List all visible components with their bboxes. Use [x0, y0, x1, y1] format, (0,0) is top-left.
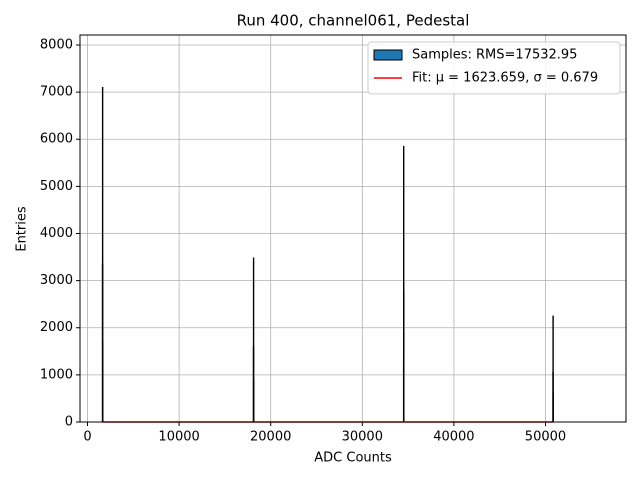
histogram-bar — [252, 379, 255, 423]
y-axis-label: Entries — [15, 206, 30, 252]
x-tick-label: 20000 — [250, 430, 291, 445]
legend-box — [367, 41, 621, 95]
y-tick-label: 0 — [65, 415, 73, 430]
y-tick-label: 4000 — [40, 226, 73, 241]
legend-label: Fit: μ = 1623.659, σ = 0.679 — [412, 71, 598, 86]
x-tick-label: 0 — [83, 430, 91, 445]
legend: Samples: RMS=17532.95 Fit: μ = 1623.659, … — [367, 41, 621, 95]
plot-frame — [79, 34, 627, 423]
y-tick-label: 6000 — [40, 132, 73, 147]
histogram-bar — [552, 393, 554, 423]
y-tick-label: 2000 — [40, 320, 73, 335]
y-tick-label: 1000 — [40, 367, 73, 382]
legend-swatch — [373, 49, 403, 61]
x-tick-label: 40000 — [433, 430, 474, 445]
histogram-bar — [102, 341, 104, 423]
y-tick-label: 8000 — [40, 37, 73, 52]
x-tick-label: 30000 — [342, 430, 383, 445]
x-tick-label: 10000 — [158, 430, 199, 445]
x-tick-label: 50000 — [525, 430, 566, 445]
chart-title: Run 400, channel061, Pedestal — [237, 12, 470, 30]
histogram-bar — [403, 289, 405, 423]
y-tick-label: 3000 — [40, 273, 73, 288]
y-tick-label: 5000 — [40, 179, 73, 194]
legend-label: Samples: RMS=17532.95 — [412, 48, 577, 63]
x-axis-label: ADC Counts — [314, 451, 392, 466]
y-tick-label: 7000 — [40, 85, 73, 100]
